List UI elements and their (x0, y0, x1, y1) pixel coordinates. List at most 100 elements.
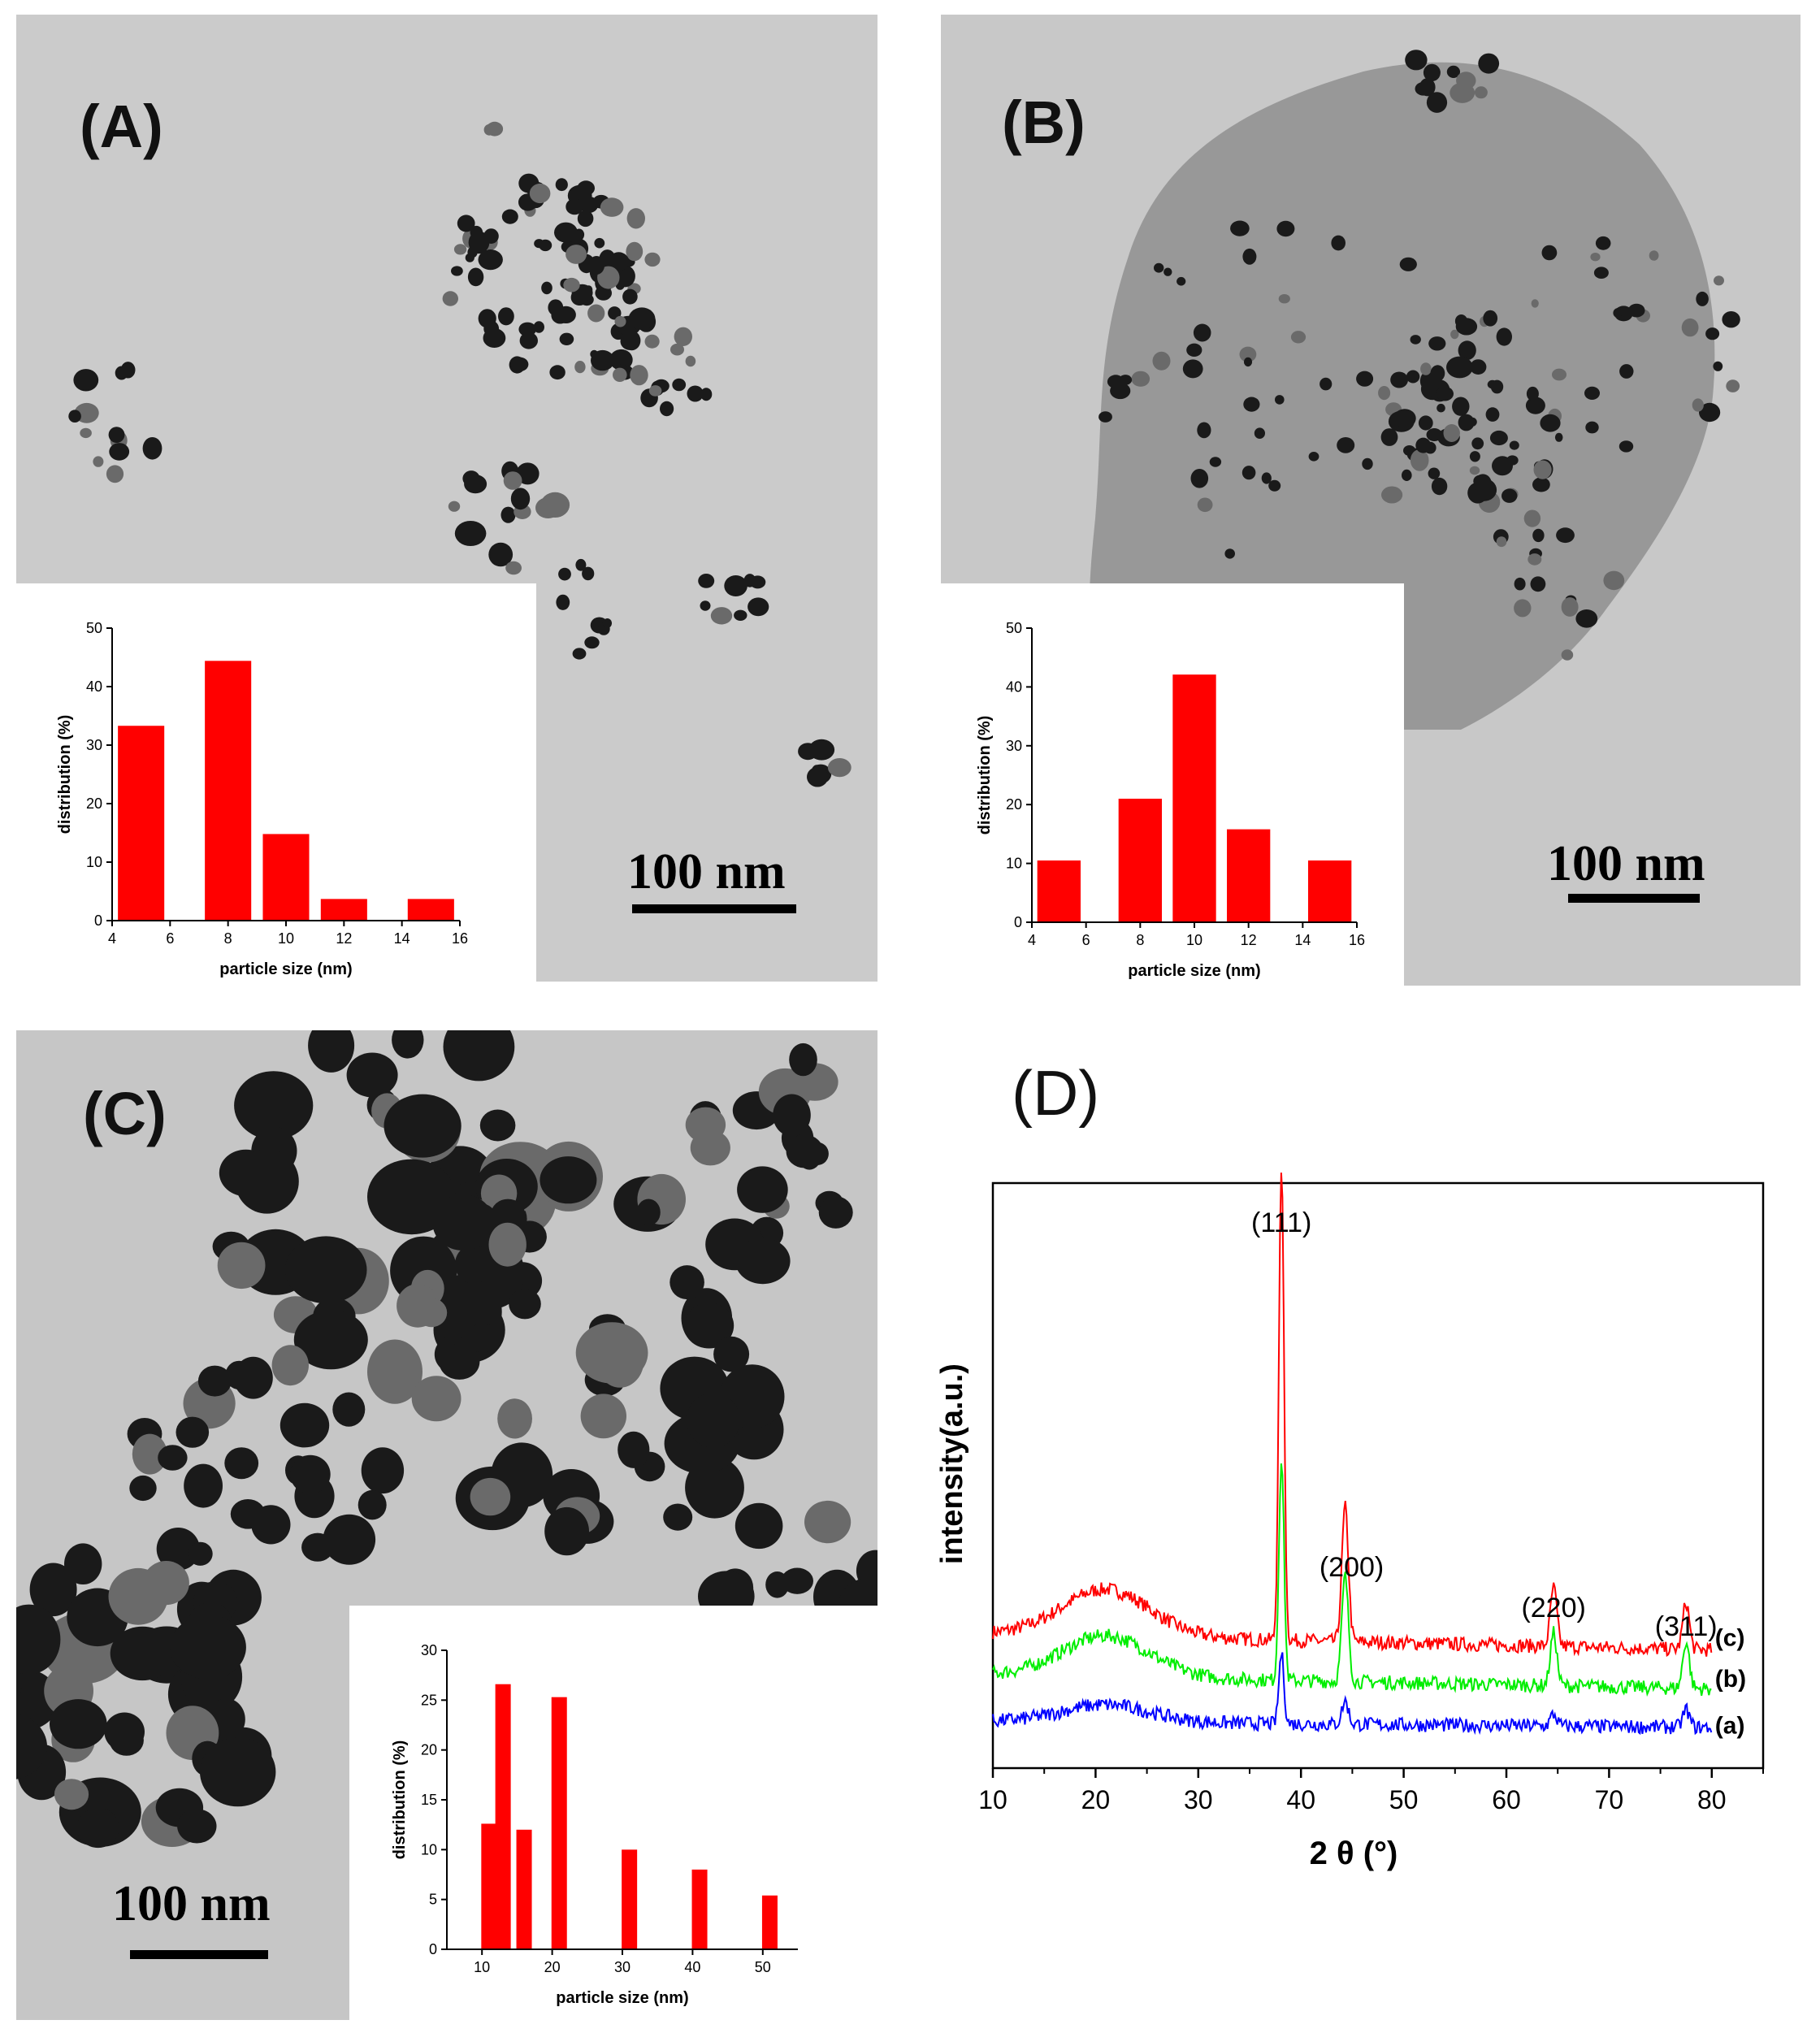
nanoparticle (1197, 422, 1211, 439)
nanoparticle (50, 1699, 107, 1749)
nanoparticle (1496, 536, 1507, 548)
nanoparticle (1584, 386, 1600, 400)
nanoparticle (765, 1571, 789, 1598)
nanoparticle (1726, 379, 1740, 392)
nanoparticle (1532, 528, 1545, 543)
nanoparticle (284, 1236, 367, 1304)
histogram-bar (516, 1829, 532, 1949)
histogram-c: 10 20 30 40 50 0 5 10 15 20 25 30 particle size (nm)… (391, 1642, 798, 2007)
histogram-bar (1118, 798, 1162, 922)
nanoparticle (453, 1032, 495, 1074)
x-axis-label: 2 θ (°) (1310, 1836, 1398, 1871)
nanoparticle (1540, 414, 1561, 432)
nanoparticle (1230, 220, 1250, 236)
nanoparticle (1590, 253, 1601, 262)
nanoparticle (478, 249, 503, 271)
nanoparticle (1483, 310, 1498, 327)
nanoparticle (613, 367, 627, 382)
nanoparticle (1478, 53, 1500, 74)
xrd-plot: (c) (b) (a) (111) (200) (220) (311) 10 20 30 40 50 6… (935, 1173, 1765, 1871)
nanoparticle (1474, 474, 1492, 493)
nanoparticle (580, 1394, 626, 1439)
nanoparticle (467, 267, 484, 287)
nanoparticle (108, 427, 125, 443)
panel-label-c: (C) (83, 1080, 167, 1147)
x-tick-label: 20 (1081, 1785, 1111, 1814)
nanoparticle (1431, 477, 1448, 496)
scale-bar-label-a: 100 nm (627, 844, 786, 899)
nanoparticle (1561, 649, 1574, 661)
histogram-bar (1037, 860, 1081, 922)
nanoparticle (1131, 371, 1150, 387)
x-tick-label: 6 (166, 930, 174, 947)
nanoparticle (1380, 428, 1398, 446)
nanoparticle (710, 607, 733, 625)
nanoparticle (1681, 318, 1699, 337)
nanoparticle (541, 281, 552, 295)
nanoparticle (451, 266, 463, 276)
nanoparticle (1552, 368, 1566, 381)
y-tick-label: 40 (86, 678, 102, 695)
x-axis-label: particle size (nm) (1128, 962, 1260, 980)
histogram-bar (262, 834, 310, 921)
nanoparticle (1436, 386, 1454, 401)
histogram-bar (481, 1823, 497, 1949)
nanoparticle (577, 210, 594, 228)
nanoparticle (603, 618, 612, 628)
nanoparticle (685, 1107, 726, 1143)
nanoparticle (748, 597, 769, 617)
nanoparticle (1423, 63, 1441, 82)
y-tick-label: 0 (429, 1941, 437, 1957)
nanoparticle (1532, 477, 1550, 492)
nanoparticle (737, 1166, 788, 1213)
nanoparticle (1452, 397, 1470, 416)
histogram-bar (551, 1697, 567, 1949)
nanoparticle (217, 1242, 266, 1290)
nanoparticle (1525, 397, 1545, 414)
nanoparticle (1489, 430, 1508, 446)
nanoparticle (109, 443, 130, 461)
nanoparticle (1190, 469, 1209, 488)
nanoparticle (1405, 50, 1428, 71)
y-tick-label: 25 (421, 1692, 437, 1708)
nanoparticle (687, 385, 704, 402)
nanoparticle (29, 1563, 77, 1617)
nanoparticle (1239, 346, 1257, 362)
nanoparticle (1290, 331, 1306, 344)
nanoparticle (1390, 371, 1408, 388)
nanoparticle (535, 497, 561, 518)
nanoparticle (644, 334, 660, 349)
nanoparticle (1420, 362, 1432, 375)
histogram-bar (691, 1869, 708, 1949)
nanoparticle (670, 343, 684, 356)
nanoparticle (713, 1336, 750, 1372)
nanoparticle (1182, 359, 1203, 379)
nanoparticle (572, 648, 587, 660)
nanoparticle (1619, 364, 1634, 379)
nanoparticle (685, 355, 696, 367)
nanoparticle (533, 321, 544, 333)
nanoparticle (108, 1567, 168, 1625)
nanoparticle (510, 357, 529, 372)
nanoparticle (188, 1541, 213, 1566)
scale-bar-b (1568, 894, 1700, 903)
nanoparticle (1428, 467, 1441, 479)
x-tick-label: 10 (278, 930, 294, 947)
nanoparticle (1471, 437, 1484, 450)
x-tick-label: 10 (1186, 932, 1202, 948)
y-tick-label: 10 (86, 854, 102, 870)
nanoparticle (367, 1339, 422, 1404)
y-tick-label: 20 (1006, 796, 1022, 813)
nanoparticle (1224, 548, 1235, 559)
nanoparticle (478, 309, 496, 328)
nanoparticle (1556, 527, 1575, 544)
y-tick-label: 5 (429, 1892, 437, 1908)
nanoparticle (735, 1238, 791, 1285)
nanoparticle (1331, 235, 1346, 251)
nanoparticle (582, 566, 595, 581)
y-tick-label: 15 (421, 1792, 437, 1808)
nanoparticle (1502, 488, 1518, 503)
nanoparticle (558, 567, 571, 581)
nanoparticle (466, 1323, 500, 1353)
nanoparticle (686, 1393, 740, 1448)
